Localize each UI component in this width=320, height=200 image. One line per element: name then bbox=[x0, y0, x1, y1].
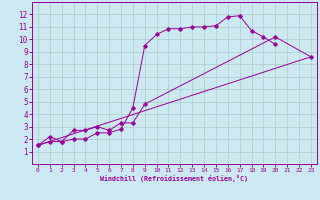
X-axis label: Windchill (Refroidissement éolien,°C): Windchill (Refroidissement éolien,°C) bbox=[100, 175, 248, 182]
